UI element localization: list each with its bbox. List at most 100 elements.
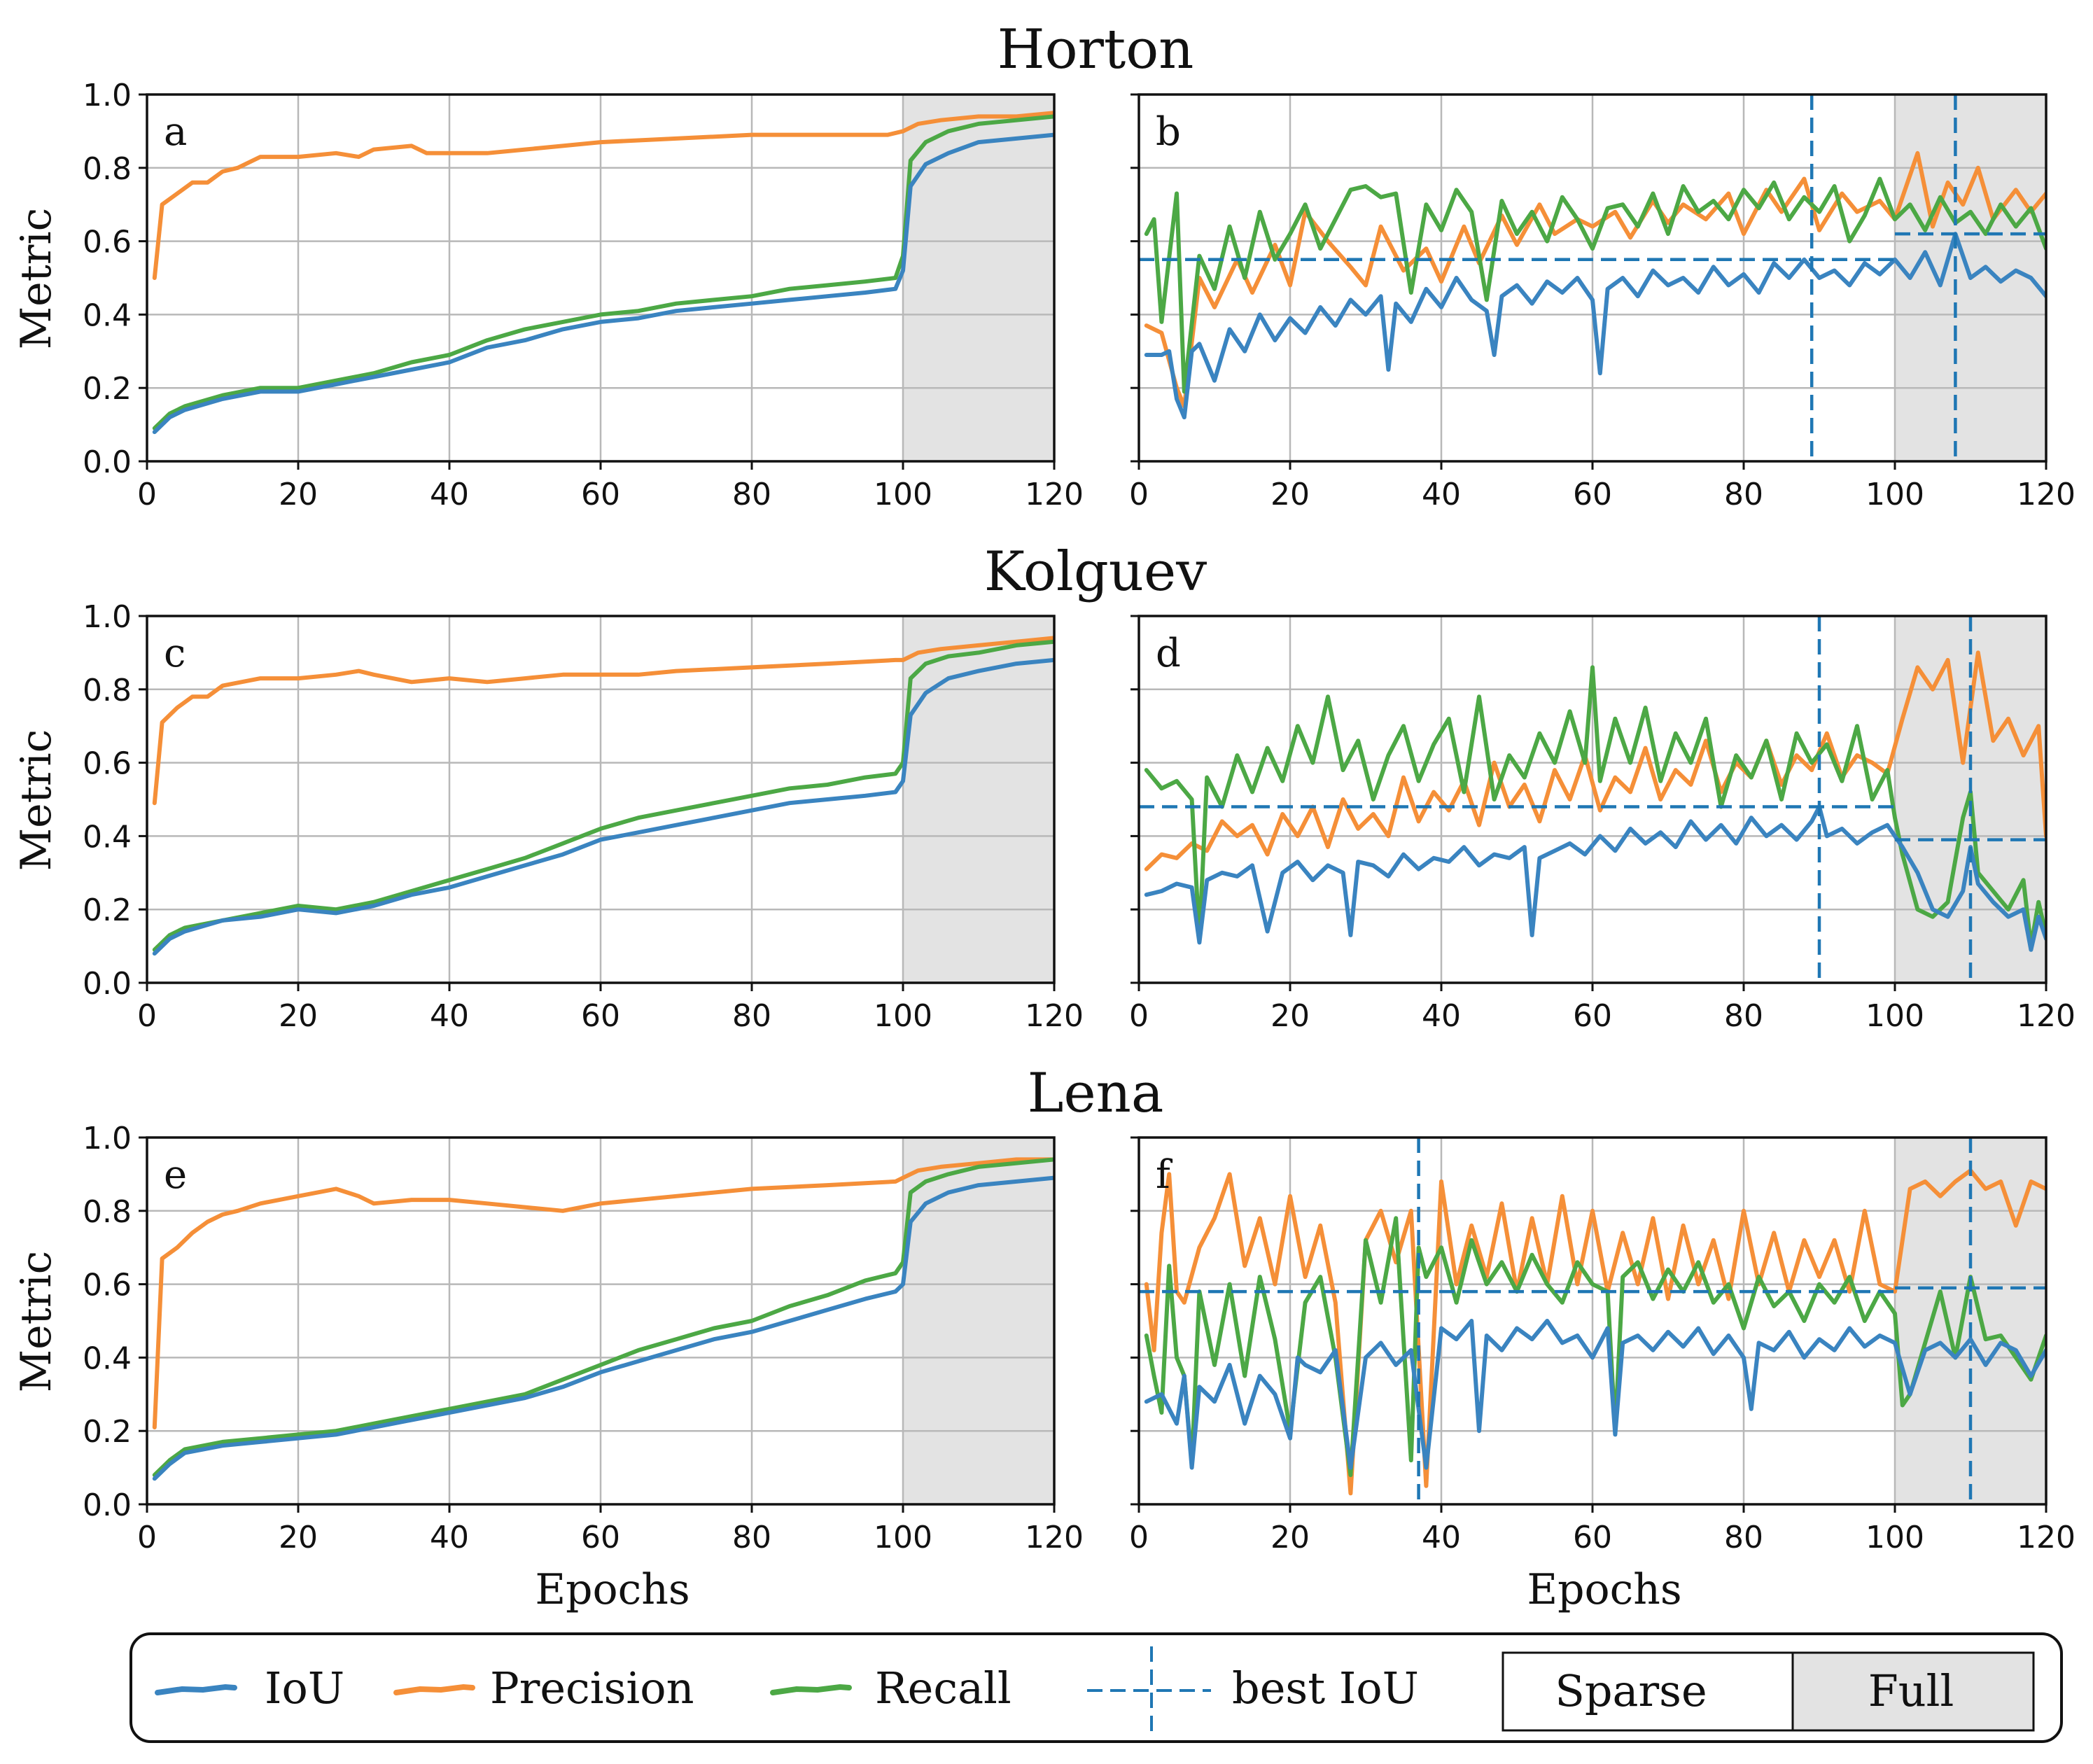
axes-frame-e <box>146 1136 1056 1506</box>
xtick-label-f-60: 60 <box>1573 1520 1612 1555</box>
ytick-label-e-0.8: 0.8 <box>83 1194 132 1230</box>
series-group-e <box>152 1157 1054 1481</box>
xtick-label-c-100: 100 <box>874 998 932 1034</box>
legend-recall-line <box>770 1684 852 1695</box>
section-title-horton: Horton <box>997 18 1194 81</box>
xtick-label-d-120: 120 <box>2017 998 2076 1034</box>
xtick-label-a-120: 120 <box>1025 477 1084 512</box>
ytick-label-e-0.4: 0.4 <box>83 1340 132 1376</box>
panel-e: 0 20 40 60 80 100 120 0.0 0.2 0.4 0.6 0.8 1.0 e <box>83 1121 1084 1555</box>
xtick-label-a-0: 0 <box>137 477 157 512</box>
xtick-label-d-40: 40 <box>1422 998 1461 1034</box>
series-group-b <box>1139 94 2046 461</box>
xtick-label-e-100: 100 <box>874 1520 932 1555</box>
panel-letter-d: d <box>1156 631 1181 676</box>
legend-full-label: Full <box>1868 1665 1954 1716</box>
legend-iou-line <box>155 1684 237 1695</box>
panel-letter-a: a <box>164 109 187 155</box>
series-group-f <box>1139 1138 2046 1504</box>
section-title-kolguev: Kolguev <box>984 540 1207 603</box>
ylabel-c: Metric <box>12 729 61 872</box>
xtick-label-a-20: 20 <box>279 477 318 512</box>
panel-letter-c: c <box>164 631 186 676</box>
xtick-label-c-40: 40 <box>430 998 469 1034</box>
section-title-lena: Lena <box>1028 1062 1164 1125</box>
xtick-label-c-20: 20 <box>279 998 318 1034</box>
xtick-label-e-40: 40 <box>430 1520 469 1555</box>
series-iou-b <box>1144 232 2046 420</box>
series-recall-c <box>152 639 1054 952</box>
ylabel-a: Metric <box>12 208 61 350</box>
series-recall-b <box>1144 176 2046 394</box>
ylabel-e: Metric <box>12 1251 61 1393</box>
series-recall-f <box>1144 1216 2046 1478</box>
full-training-region-c <box>903 616 1054 983</box>
panel-c: 0 20 40 60 80 100 120 0.0 0.2 0.4 0.6 0.8 1.0 c <box>83 599 1084 1034</box>
legend-best-iou-label: best IoU <box>1232 1662 1419 1714</box>
xtick-label-b-0: 0 <box>1129 477 1149 512</box>
legend: IoU Precision Recall best IoU Sparse Ful… <box>130 1632 2063 1743</box>
ytick-label-a-0.8: 0.8 <box>83 151 132 187</box>
series-group-d <box>1139 616 2046 983</box>
xtick-label-c-80: 80 <box>732 998 771 1034</box>
xtick-label-b-80: 80 <box>1724 477 1763 512</box>
ytick-label-a-0.4: 0.4 <box>83 298 132 333</box>
axes-frame-a <box>146 93 1056 463</box>
panel-a: 0 20 40 60 80 100 120 0.0 0.2 0.4 0.6 0.8 1.0 a <box>83 78 1084 512</box>
xtick-label-a-40: 40 <box>430 477 469 512</box>
series-iou-d <box>1144 804 2046 952</box>
xtick-label-f-80: 80 <box>1724 1520 1763 1555</box>
ytick-label-a-1: 1.0 <box>83 78 132 113</box>
series-precision-d <box>1144 650 2046 872</box>
panel-letter-e: e <box>164 1152 187 1198</box>
ytick-label-e-0.6: 0.6 <box>83 1268 132 1303</box>
xlabel-f: Epochs <box>1527 1565 1681 1614</box>
ytick-label-a-0: 0.0 <box>83 444 132 480</box>
series-recall-a <box>152 114 1054 430</box>
xtick-label-b-20: 20 <box>1270 477 1310 512</box>
legend-recall-label: Recall <box>875 1662 1011 1714</box>
panel-b: 0 20 40 60 80 100 120 b <box>1129 93 2076 512</box>
xtick-label-a-100: 100 <box>874 477 932 512</box>
ytick-label-e-0.2: 0.2 <box>83 1414 132 1450</box>
xtick-label-a-80: 80 <box>732 477 771 512</box>
xtick-label-e-80: 80 <box>732 1520 771 1555</box>
xtick-label-f-100: 100 <box>1865 1520 1924 1555</box>
xtick-label-f-20: 20 <box>1270 1520 1310 1555</box>
ytick-label-e-0: 0.0 <box>83 1488 132 1523</box>
legend-precision-line <box>393 1684 475 1695</box>
xtick-label-d-20: 20 <box>1270 998 1310 1034</box>
legend-precision-label: Precision <box>490 1662 694 1714</box>
legend-full-box <box>1791 1651 2035 1732</box>
series-precision-a <box>152 111 1054 280</box>
legend-sparse-box <box>1502 1651 1794 1732</box>
series-recall-d <box>1144 665 2046 948</box>
xtick-label-c-60: 60 <box>581 998 620 1034</box>
series-group-c <box>152 636 1054 956</box>
ytick-label-a-0.2: 0.2 <box>83 371 132 407</box>
ytick-label-c-0.8: 0.8 <box>83 673 132 708</box>
xtick-label-e-0: 0 <box>137 1520 157 1555</box>
axes-frame-d <box>1138 615 2047 984</box>
ytick-label-c-1: 1.0 <box>83 599 132 635</box>
xtick-label-d-100: 100 <box>1865 998 1924 1034</box>
legend-iou-label: IoU <box>265 1662 344 1714</box>
xtick-label-c-120: 120 <box>1025 998 1084 1034</box>
axes-frame-b <box>1138 93 2047 463</box>
xtick-label-b-60: 60 <box>1573 477 1612 512</box>
ytick-label-e-1: 1.0 <box>83 1121 132 1156</box>
series-iou-a <box>152 132 1054 435</box>
xtick-label-e-20: 20 <box>279 1520 318 1555</box>
xtick-label-f-120: 120 <box>2017 1520 2076 1555</box>
xtick-label-e-60: 60 <box>581 1520 620 1555</box>
full-training-region-a <box>903 94 1054 461</box>
series-precision-e <box>152 1157 1054 1429</box>
ytick-label-c-0.4: 0.4 <box>83 819 132 855</box>
legend-sparse-label: Sparse <box>1555 1665 1707 1716</box>
ytick-label-c-0: 0.0 <box>83 966 132 1002</box>
series-group-a <box>152 111 1054 435</box>
xtick-label-b-120: 120 <box>2017 477 2076 512</box>
axes-frame-f <box>1138 1136 2047 1506</box>
xtick-label-b-100: 100 <box>1865 477 1924 512</box>
